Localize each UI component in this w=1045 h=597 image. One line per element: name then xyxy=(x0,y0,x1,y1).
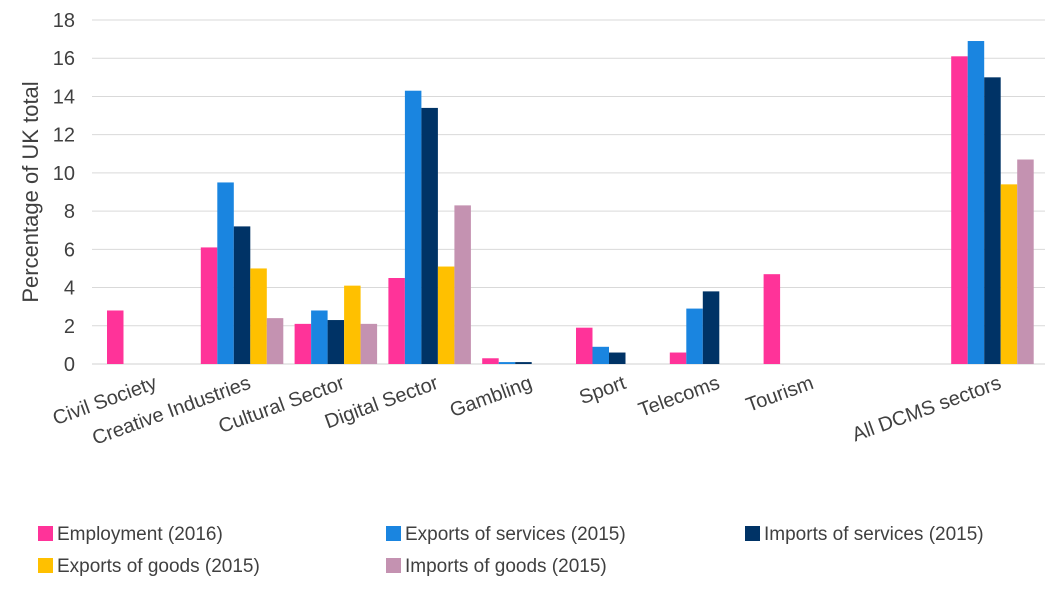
bar xyxy=(498,362,516,364)
legend-label: Imports of services (2015) xyxy=(764,524,984,545)
bar xyxy=(609,352,626,364)
bar xyxy=(984,77,1001,364)
legend-swatch xyxy=(38,558,53,573)
bar xyxy=(360,323,378,364)
bar xyxy=(576,327,593,364)
bar xyxy=(388,278,405,364)
bar xyxy=(294,323,312,364)
y-tick-label: 14 xyxy=(53,86,75,108)
bars xyxy=(107,41,1034,365)
bar xyxy=(763,274,781,364)
x-category-label: All DCMS sectors xyxy=(849,372,1004,446)
bar xyxy=(250,268,267,364)
legend-swatch xyxy=(386,558,401,573)
y-tick-label: 0 xyxy=(64,354,75,376)
bar xyxy=(107,310,124,364)
bar xyxy=(702,291,720,364)
bar xyxy=(669,352,687,364)
bar xyxy=(404,90,422,364)
y-tick-label: 12 xyxy=(53,125,75,147)
bar xyxy=(686,308,703,364)
bar xyxy=(233,226,251,364)
y-axis-title: Percentage of UK total xyxy=(18,81,43,302)
bar xyxy=(482,358,499,364)
bar xyxy=(967,41,985,365)
bar xyxy=(515,362,532,364)
legend-label: Exports of goods (2015) xyxy=(57,556,260,577)
y-tick-label: 10 xyxy=(53,163,75,185)
bar xyxy=(454,205,471,364)
bar xyxy=(344,285,361,364)
y-tick-label: 16 xyxy=(53,48,75,70)
bar xyxy=(592,346,609,364)
legend-swatch xyxy=(745,526,760,541)
bar xyxy=(311,310,328,364)
x-category-label: Tourism xyxy=(743,372,816,417)
legend-label: Imports of goods (2015) xyxy=(405,556,607,577)
y-tick-label: 2 xyxy=(64,316,75,338)
bar xyxy=(266,318,284,364)
y-tick-label: 6 xyxy=(64,239,75,261)
y-axis-ticks: 0 2 4 6 8 10 12 14 16 18 xyxy=(53,10,75,376)
bar xyxy=(437,266,455,364)
x-category-label: Telecoms xyxy=(636,372,723,422)
bar xyxy=(327,320,345,364)
x-category-label: Gambling xyxy=(447,372,535,422)
legend: Employment (2016) Exports of services (20… xyxy=(38,524,984,577)
bar xyxy=(1000,184,1018,364)
bar xyxy=(200,247,218,364)
bar xyxy=(951,56,968,365)
legend-label: Employment (2016) xyxy=(57,524,223,545)
legend-label: Exports of services (2015) xyxy=(405,524,626,545)
bar xyxy=(1017,159,1034,364)
legend-swatch xyxy=(386,526,401,541)
legend-swatch xyxy=(38,526,53,541)
bar xyxy=(421,107,438,365)
x-category-label: Sport xyxy=(576,372,629,409)
y-tick-label: 4 xyxy=(64,278,75,300)
bar xyxy=(217,182,234,364)
x-category-label: Creative Industries xyxy=(89,372,253,450)
y-tick-label: 8 xyxy=(64,201,75,223)
y-tick-label: 18 xyxy=(53,10,75,32)
